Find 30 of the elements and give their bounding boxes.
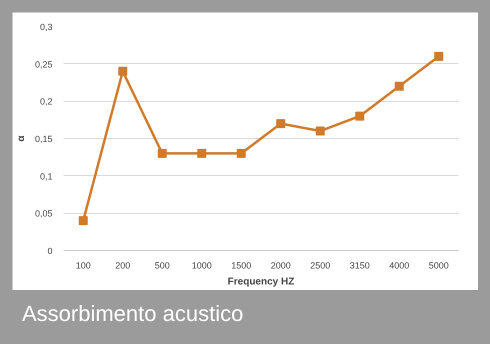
y-tick-label: 0,1	[40, 171, 53, 182]
x-tick-label: 5000	[428, 260, 449, 270]
point	[434, 52, 444, 61]
x-tick-label: 3150	[350, 260, 370, 270]
x-tick-label: 2000	[270, 260, 291, 270]
x-tick-label: 2500	[310, 260, 330, 270]
x-axis-title: Frequency HZ	[228, 276, 294, 288]
text: Assorbimento acustico	[22, 300, 244, 328]
x-tick-label: 200	[115, 260, 130, 270]
point	[355, 112, 364, 121]
x-tick-label: 500	[154, 260, 170, 270]
x-tick-label: 1500	[231, 260, 252, 270]
x-tick-label: 100	[76, 260, 91, 270]
x-tick-label: 4000	[389, 260, 410, 270]
y-tick-label: 0,05	[34, 208, 53, 219]
y-tick-label: 0,3	[40, 22, 53, 32]
x-tick-label: 1000	[192, 260, 212, 270]
point	[316, 126, 325, 136]
y-tick-label: 0,2	[40, 96, 53, 107]
point	[394, 82, 404, 91]
point	[118, 66, 128, 76]
y-axis-title: α	[16, 134, 27, 142]
point	[197, 148, 206, 158]
point	[276, 119, 286, 128]
y-tick-label: 0,25	[34, 59, 53, 70]
point	[78, 216, 88, 226]
y-tick-label: 0	[47, 246, 53, 256]
point	[236, 148, 246, 158]
y-tick-label: 0,15	[34, 134, 53, 144]
point	[158, 148, 167, 158]
